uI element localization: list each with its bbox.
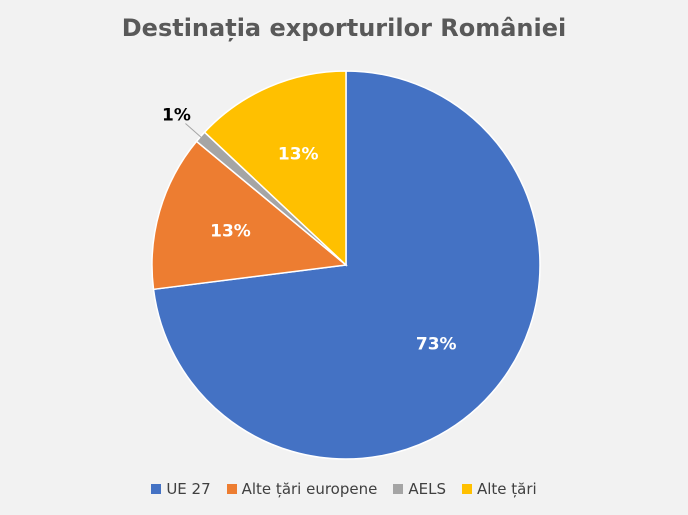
data-label: 13% [210, 221, 251, 241]
chart-title: Destinația exporturilor României [121, 14, 567, 42]
legend-label: Alte țări europene [241, 480, 378, 498]
legend-item: Alte țări [461, 480, 537, 498]
legend-swatch [461, 484, 472, 494]
pie-slice-alte-țări [203, 70, 347, 267]
legend-label: Alte țări [476, 480, 537, 498]
pie-slice-alte-țări-europene [151, 140, 348, 291]
data-label: 13% [278, 145, 319, 165]
data-label: 73% [416, 335, 457, 355]
legend-swatch [151, 484, 162, 494]
data-label: 1% [162, 106, 191, 126]
chart-legend: UE 27 Alte țări europene AELS Alte țări [0, 480, 688, 498]
leader-line [185, 123, 204, 140]
legend-swatch [226, 484, 237, 494]
legend-label: AELS [408, 480, 446, 498]
legend-item: UE 27 [151, 480, 211, 498]
legend-item: Alte țări europene [226, 480, 378, 498]
legend-item: AELS [393, 480, 446, 498]
legend-swatch [393, 484, 404, 494]
legend-label: UE 27 [166, 480, 211, 498]
